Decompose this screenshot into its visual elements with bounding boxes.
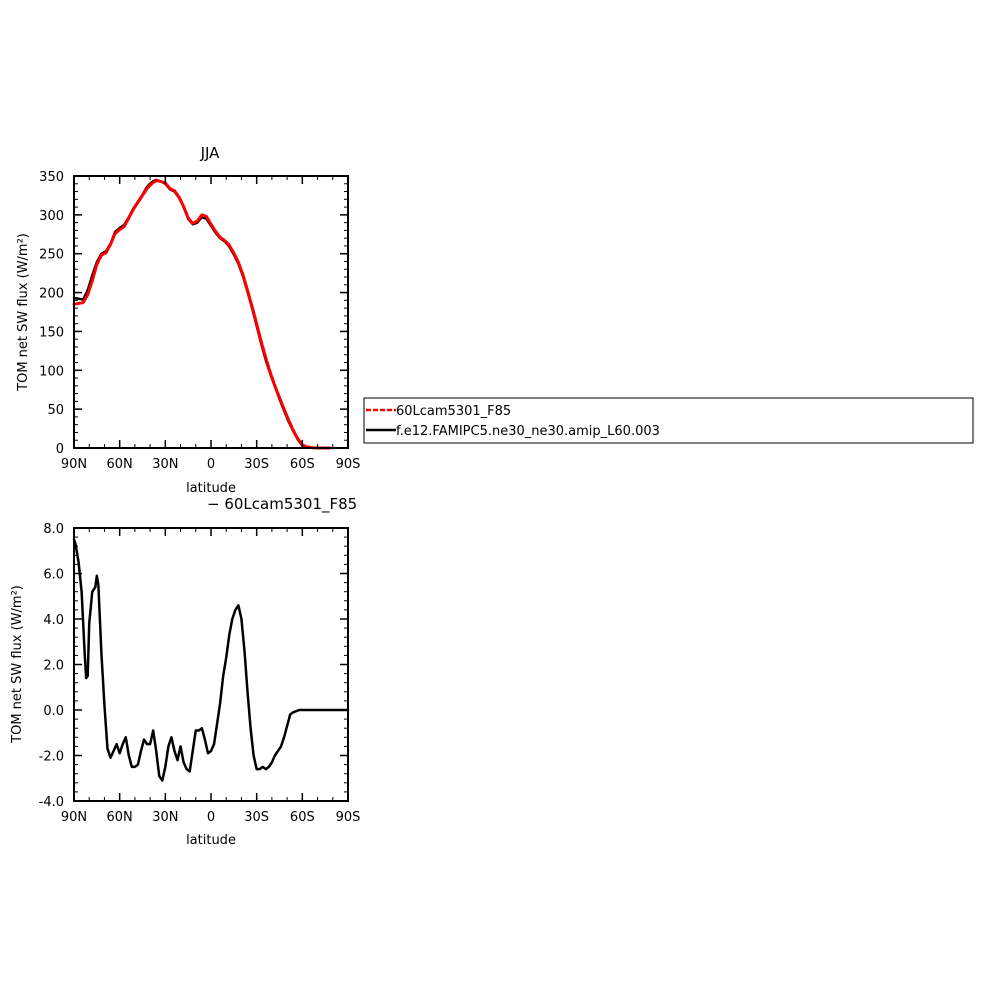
panel-difference: − 60Lcam5301_F85 90N 60N 30N 0 30S 60S 90S -4.0… [10, 495, 360, 848]
bottom-x-tick-label: 0 [207, 810, 215, 825]
bottom-x-tick-label: 90N [61, 810, 87, 825]
bottom-series-lines [72, 538, 350, 782]
bottom-x-tick-label: 60N [107, 810, 133, 825]
bottom-x-tick-label: 90S [336, 810, 361, 825]
legend-box [363, 397, 974, 444]
top-y-tick-label: 300 [39, 209, 64, 224]
bottom-x-axis-title: latitude [186, 833, 236, 848]
top-series-line-0 [72, 179, 332, 450]
top-y-tick-label: 50 [47, 403, 64, 418]
bottom-y-tick-label: 4.0 [43, 613, 64, 628]
bottom-chart-title: − 60Lcam5301_F85 [207, 495, 357, 514]
bottom-x-tick-label: 60S [290, 810, 315, 825]
bottom-y-tick-label: -4.0 [39, 795, 64, 810]
top-x-tick-label: 30N [152, 457, 178, 472]
bottom-y-tick-label: 0.0 [43, 704, 64, 719]
bottom-y-axis-title: TOM net SW flux (W/m²) [10, 585, 25, 744]
top-x-tick-label: 60S [290, 457, 315, 472]
top-y-tick-label: 150 [39, 325, 64, 340]
legend: 60Lcam5301_F85 f.e12.FAMIPC5.ne30_ne30.a… [363, 397, 974, 444]
panel-jja: JJA 90N 60N 30N 0 30S 60S 90S 0 50 100 150 200 250 30… [16, 144, 360, 496]
bottom-series-line-0 [72, 538, 350, 782]
bottom-x-tick-label: 30N [152, 810, 178, 825]
top-x-tick-label: 90N [61, 457, 87, 472]
bottom-y-tick-label: 2.0 [43, 659, 64, 674]
top-x-tick-label: 0 [207, 457, 215, 472]
top-x-tick-label: 30S [244, 457, 269, 472]
top-axis-ticks: 90N 60N 30N 0 30S 60S 90S 0 50 100 150 200 250 300 350 [39, 170, 360, 472]
top-y-tick-label: 100 [39, 364, 64, 379]
top-chart-title: JJA [200, 144, 221, 162]
bottom-y-tick-label: 6.0 [43, 568, 64, 583]
bottom-y-tick-label: -2.0 [39, 750, 64, 765]
top-y-tick-label: 250 [39, 248, 64, 263]
bottom-y-tick-label: 8.0 [43, 522, 64, 537]
bottom-plot-frame [73, 527, 349, 802]
top-x-tick-label: 60N [107, 457, 133, 472]
top-y-axis-title: TOM net SW flux (W/m²) [16, 233, 31, 392]
top-x-axis-title: latitude [186, 481, 236, 496]
bottom-x-tick-label: 30S [244, 810, 269, 825]
top-y-tick-label: 200 [39, 287, 64, 302]
top-y-tick-label: 0 [56, 442, 64, 457]
top-plot-frame [73, 175, 349, 449]
top-y-tick-label: 350 [39, 170, 64, 185]
bottom-axis-ticks: 90N 60N 30N 0 30S 60S 90S -4.0 -2.0 0.0 2.0 4.0 6.0 8… [39, 522, 361, 825]
legend-label-1: f.e12.FAMIPC5.ne30_ne30.amip_L60.003 [396, 424, 660, 439]
legend-label-0: 60Lcam5301_F85 [396, 404, 511, 419]
top-series-lines [72, 178, 332, 450]
top-series-line-1 [72, 178, 331, 450]
top-x-tick-label: 90S [336, 457, 361, 472]
